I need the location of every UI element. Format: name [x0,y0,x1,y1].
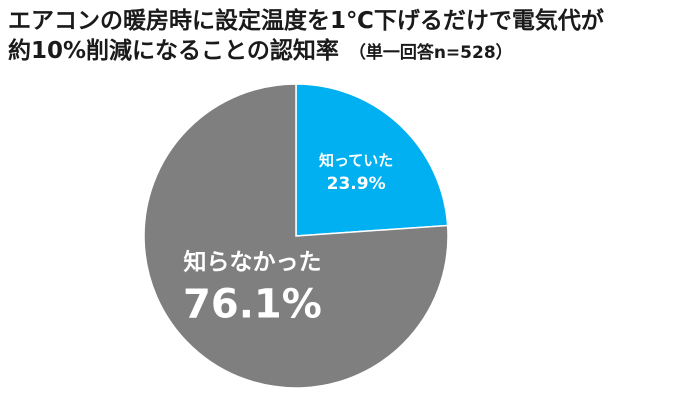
title-line-1: エアコンの暖房時に設定温度を1℃下げるだけで電気代が [8,8,604,34]
slice-value-1: 23.9% [327,174,386,194]
pie-labels: 知っていた 23.9% 知らなかった 76.1% [183,151,393,327]
slice-label-1: 知っていた [319,151,393,169]
pie-slices [143,83,449,389]
pie-slice-2 [143,83,449,389]
title-line-2-text: 約10%削減になることの認知率 [8,38,339,64]
slice-label-2: 知らなかった [183,249,321,276]
pie-slice-1 [295,83,449,237]
sample-note: （単一回答n=528） [348,43,513,63]
slice-value-2: 76.1% [183,282,322,328]
title-line-2: 約10%削減になることの認知率 （単一回答n=528） [8,36,694,68]
chart-title: エアコンの暖房時に設定温度を1℃下げるだけで電気代が 約10%削減になることの認… [8,6,694,68]
